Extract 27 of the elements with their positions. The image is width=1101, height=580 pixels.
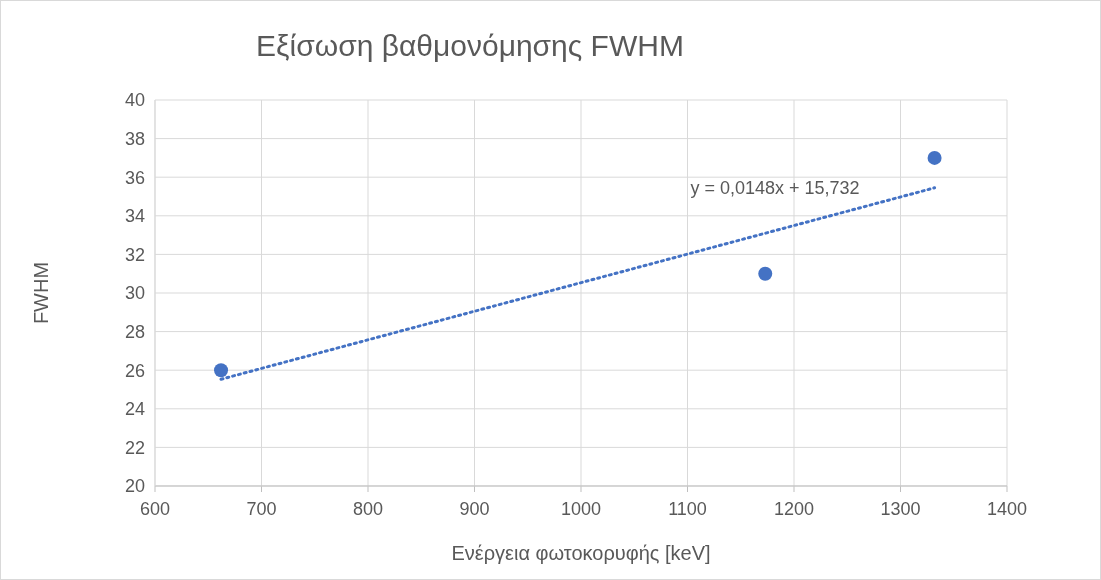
- y-tick-label: 34: [124, 206, 145, 227]
- y-axis-title: FWHM: [30, 261, 52, 325]
- x-tick-label: 800: [352, 499, 384, 519]
- y-tick-label: 38: [124, 128, 145, 149]
- point: [214, 363, 229, 378]
- x-tick-label: 1000: [560, 499, 602, 519]
- y-tick-label: 26: [124, 360, 145, 381]
- y-tick-label: 36: [124, 167, 145, 188]
- x-tick-label: 1300: [880, 499, 921, 519]
- chart-title: Εξίσωση βαθμονόμησης FWHM: [256, 29, 684, 62]
- x-tick-label: 700: [246, 499, 277, 519]
- y-tick-label: 40: [124, 90, 145, 111]
- x-tick-label: 900: [459, 499, 490, 519]
- y-tick-label: 30: [124, 283, 145, 304]
- y-tick-label: 20: [124, 476, 145, 497]
- x-axis-title: Ενέργεια φωτοκορυφής [keV]: [451, 542, 711, 564]
- y-tick-label: 28: [124, 321, 145, 342]
- annotation: y = 0,0148x + 15,732: [690, 178, 860, 199]
- x-tick-label: 600: [139, 499, 171, 519]
- y-tick-label: 24: [124, 399, 145, 420]
- y-tick-label: 22: [124, 437, 145, 458]
- x-tick-label: 1100: [668, 499, 707, 519]
- point: [927, 150, 942, 165]
- x-tick-label: 1200: [773, 499, 815, 519]
- x-tick-label: 1400: [986, 499, 1028, 519]
- point: [758, 266, 773, 281]
- y-tick-label: 32: [124, 244, 145, 265]
